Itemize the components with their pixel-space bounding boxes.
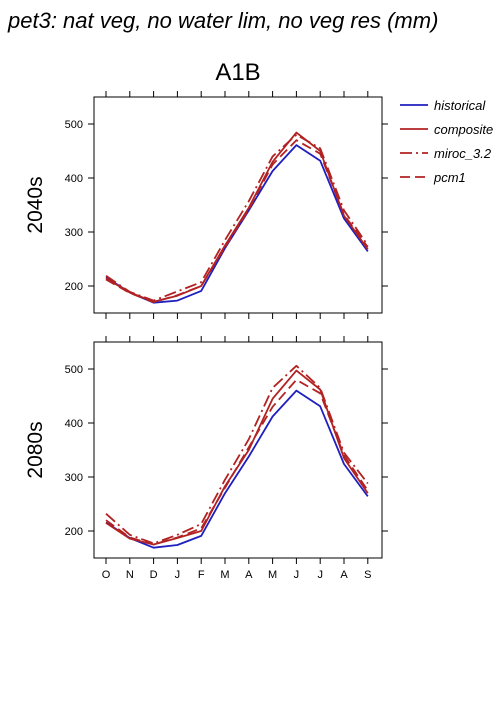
x-tick-label: M [268, 569, 277, 581]
series-pcm1 [105, 139, 369, 304]
y-tick-label: 400 [65, 173, 83, 185]
panel-frame [93, 341, 383, 559]
y-tick-label: 500 [65, 364, 83, 376]
y-tick-label: 300 [65, 472, 83, 484]
y-tick-label: 200 [65, 281, 83, 293]
series-composite [105, 131, 369, 303]
legend-entry: composite [434, 122, 493, 137]
x-tick-label: F [198, 569, 205, 581]
panels: 200 300 400 500 2040s 200 300 400 500 2080s [24, 91, 388, 564]
x-tick-label: N [126, 569, 134, 581]
series-historical [105, 389, 369, 549]
panel-2080s: 200 300 400 500 2080s [24, 336, 388, 564]
scenario-label: A1B [215, 59, 260, 86]
legend-entry: historical [434, 98, 486, 113]
x-tick-label: A [245, 569, 253, 581]
series-composite [105, 369, 369, 546]
y-tick-label: 200 [65, 526, 83, 538]
x-tick-label: S [364, 569, 371, 581]
series-miroc-3-2 [105, 133, 369, 302]
x-tick-label: J [294, 569, 300, 581]
y-tick-label: 300 [65, 227, 83, 239]
x-tick-label: J [175, 569, 181, 581]
series-miroc-3-2 [105, 364, 369, 545]
series-pcm1 [105, 378, 369, 546]
x-tick-label: M [220, 569, 229, 581]
panel-2040s: 200 300 400 500 2040s [24, 91, 388, 319]
legend-entry: miroc_3.2 [434, 146, 492, 161]
panel-frame [93, 96, 383, 314]
panel-label: 2040s [24, 176, 47, 233]
chart-title: pet3: nat veg, no water lim, no veg res … [8, 8, 439, 33]
x-tick-label: O [102, 569, 111, 581]
legend: historical composite miroc_3.2 pcm1 [400, 98, 493, 185]
legend-entry: pcm1 [433, 170, 466, 185]
y-tick-label: 400 [65, 418, 83, 430]
x-tick-label: A [340, 569, 348, 581]
x-tick-label: D [150, 569, 158, 581]
x-tick-label: J [317, 569, 323, 581]
panel-label: 2080s [24, 421, 47, 478]
y-tick-label: 500 [65, 119, 83, 131]
